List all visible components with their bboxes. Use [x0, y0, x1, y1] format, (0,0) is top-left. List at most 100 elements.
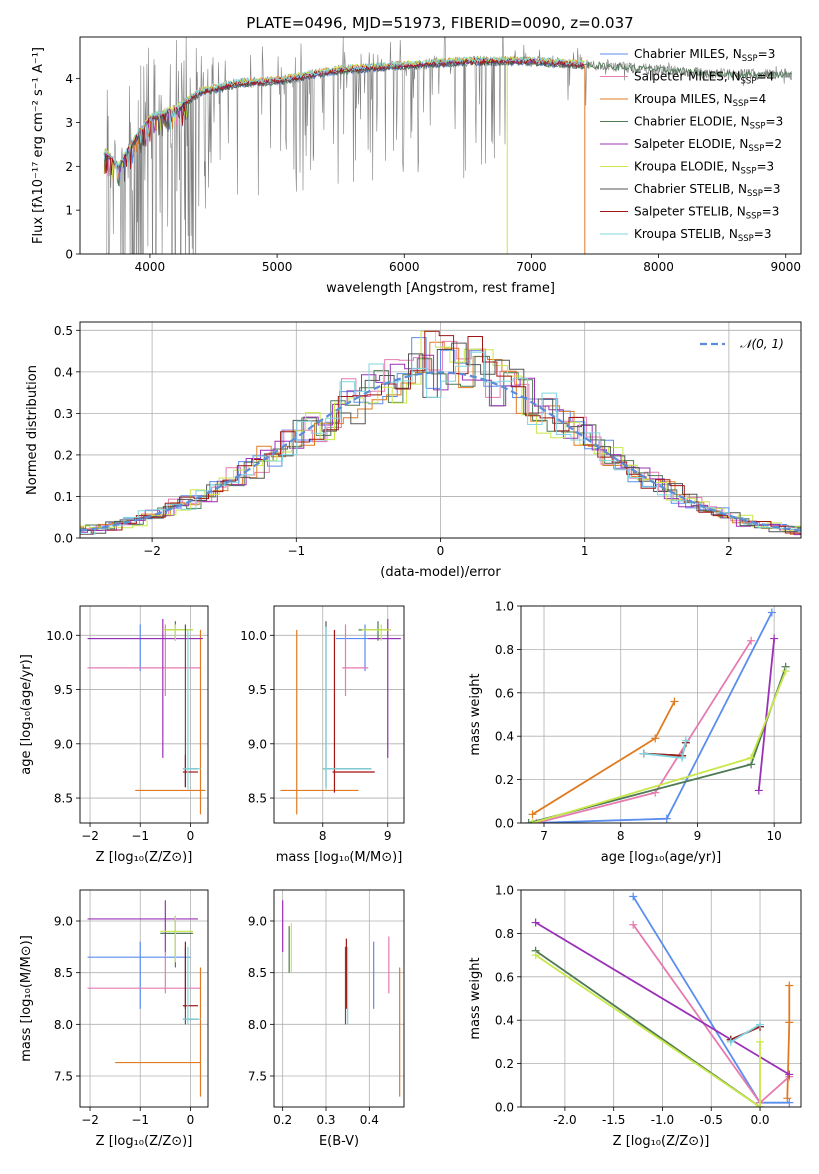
y-tick-label: 9.0 [248, 915, 267, 929]
data-point-marker [524, 819, 533, 823]
y-tick-label: 0.0 [495, 817, 514, 831]
legend-label: Salpeter STELIB, N [634, 205, 746, 219]
y-axis-label: Normed distribution [25, 365, 40, 495]
x-tick-label: 7000 [516, 260, 547, 274]
x-tick-label: 10 [767, 829, 782, 843]
x-tick-label: 9000 [770, 260, 801, 274]
y-axis-label: Flux [fλ10⁻¹⁷ erg cm⁻² s⁻¹ A⁻¹] [31, 47, 46, 244]
data-point-marker [629, 920, 638, 929]
residual-histogram [80, 330, 801, 535]
x-tick-label: 9 [384, 829, 392, 843]
mass-weight-line [535, 921, 790, 1076]
x-tick-label: 0 [437, 544, 445, 558]
x-tick-label: 0.4 [360, 1113, 379, 1127]
x-tick-label: 2 [725, 544, 733, 558]
residual-histogram [80, 355, 801, 530]
y-tick-label: 0.2 [495, 773, 514, 787]
age-vs-Z-axes: −2 −1 0 8.5 9.0 9.5 10.0 Z [log₁₀(Z/Z⊙)] age [lo… [19, 606, 208, 865]
axes-frame [79, 605, 209, 824]
y-tick-label: 1 [65, 204, 73, 218]
legend-suffix: =3 [766, 115, 784, 129]
spectrum-plot-area [103, 37, 793, 254]
data-point-marker [747, 636, 756, 645]
mass-vs-Z-plot-area [87, 900, 202, 1097]
x-axis-label: age [log₁₀(age/yr)] [601, 850, 722, 865]
legend-label: Kroupa MILES, N [634, 92, 733, 106]
data-point-marker [528, 819, 537, 823]
x-tick-label: 8000 [643, 260, 674, 274]
x-axis-label: wavelength [Angstrom, rest frame] [326, 281, 555, 296]
y-tick-label: 0.1 [54, 490, 73, 504]
x-axis-label: mass [log₁₀(M/M⊙)] [276, 850, 403, 865]
y-tick-label: 10.0 [46, 629, 73, 643]
data-point-marker [785, 1098, 794, 1107]
legend-suffix: =3 [762, 205, 780, 219]
y-tick-label: 7.5 [248, 1070, 267, 1084]
y-tick-label: 0.0 [495, 1101, 514, 1115]
legend-suffix: =4 [749, 92, 767, 106]
legend-label: Salpeter ELODIE, N [634, 137, 748, 151]
residual-plot-area [80, 330, 801, 536]
axes-frame [79, 321, 802, 539]
data-point-marker [785, 1018, 794, 1027]
mass-weight-line [730, 1023, 761, 1043]
x-tick-label: −2 [81, 1113, 99, 1127]
legend-entry: Chabrier STELIB, NSSP=3 [634, 182, 781, 199]
y-tick-label: 0.3 [54, 407, 73, 421]
residuals-axes: −2 −1 0 1 2 0.0 0.1 0.2 0.3 0.4 0.5 (data-model)/er… [25, 322, 801, 580]
data-point-marker [681, 736, 690, 745]
y-tick-label: 0.2 [495, 1057, 514, 1071]
legend-sub: SSP [741, 167, 757, 177]
residual-histogram [80, 351, 801, 535]
data-point-marker [528, 810, 537, 819]
data-point-marker [770, 634, 779, 643]
legend-sub: SSP [742, 54, 758, 64]
axes-frame [520, 889, 802, 1108]
data-point-marker [678, 753, 687, 762]
data-point-marker [767, 608, 776, 617]
data-point-marker [531, 951, 540, 960]
x-tick-label: −2 [143, 544, 161, 558]
legend-entry: Chabrier ELODIE, NSSP=3 [634, 115, 783, 132]
mass-weight-vs-Z-axes: -2.0 -1.5 -1.0 -0.5 0.0 0.0 0.2 0.4 0.6 0.8 1.0 Z [… [468, 884, 801, 1149]
y-tick-label: 0.4 [495, 1014, 514, 1028]
legend-sub: SSP [738, 234, 754, 244]
axes-frame [273, 605, 405, 824]
mass-weight-line [532, 670, 787, 823]
data-point-marker [756, 1020, 765, 1029]
y-tick-label: 9.0 [248, 737, 267, 751]
y-tick-label: 0.2 [54, 448, 73, 462]
x-tick-label: -1.0 [651, 1113, 674, 1127]
legend-sub: SSP [746, 212, 762, 222]
y-tick-label: 1.0 [495, 884, 514, 898]
x-tick-label: 8 [319, 829, 327, 843]
y-tick-label: 1.0 [495, 600, 514, 614]
legend-entry: Kroupa STELIB, NSSP=3 [634, 227, 772, 244]
x-tick-label: 5000 [262, 260, 293, 274]
y-tick-label: 8.5 [54, 966, 73, 980]
x-axis-label: E(B-V) [319, 1134, 359, 1149]
x-tick-label: 1 [581, 544, 589, 558]
legend-entry: Salpeter MILES, NSSP=4 [634, 70, 774, 87]
legend-label: Chabrier ELODIE, N [634, 115, 750, 129]
model-spectrum-line [584, 61, 792, 79]
x-axis-label: Z [log₁₀(Z/Z⊙)] [96, 850, 193, 865]
data-point-marker [726, 1037, 735, 1046]
y-tick-label: 9.5 [248, 683, 267, 697]
model-spectrum-line [103, 59, 585, 182]
mass-weight-line [757, 638, 776, 791]
x-tick-label: 0.2 [273, 1113, 292, 1127]
legend-suffix: =3 [763, 182, 781, 196]
y-axis-label: age [log₁₀(age/yr)] [19, 654, 34, 775]
x-axis-label: (data-model)/error [380, 565, 501, 580]
legend-sub: SSP [741, 77, 757, 87]
data-point-marker [781, 667, 790, 676]
y-tick-label: 8.0 [54, 1018, 73, 1032]
spectrum-axes: 4000 5000 6000 7000 8000 9000 0 1 2 3 4 wavelength … [31, 47, 801, 296]
x-tick-label: -1.5 [602, 1113, 625, 1127]
mass-weight-line [536, 640, 752, 823]
x-tick-label: 7 [540, 829, 548, 843]
data-point-marker [785, 981, 794, 990]
chart-title: PLATE=0496, MJD=51973, FIBERID=0090, z=0… [246, 14, 633, 32]
